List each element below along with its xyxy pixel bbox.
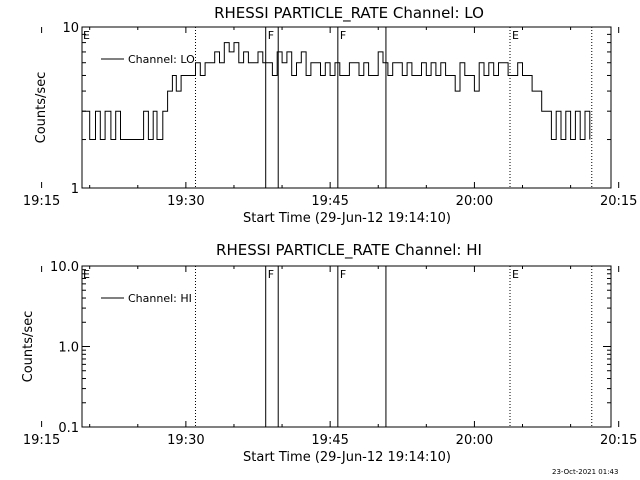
x-tick-label: 19:15 [23,194,60,209]
panel-1: RHESSI PARTICLE_RATE Channel: LO 19:15 19:… [23,4,638,226]
legend-label: Channel: HI [128,292,192,305]
x-tick-label: 19:45 [311,433,348,448]
corner-marker-label: E [83,29,90,42]
x-tick-label: 20:15 [600,433,637,448]
panel-2: RHESSI PARTICLE_RATE Channel: HI 19:15 19:… [21,241,637,465]
series-line [82,42,591,140]
x-tick-label: 19:15 [23,433,60,448]
chart-title: RHESSI PARTICLE_RATE Channel: LO [214,4,484,23]
marker-label: F [340,268,346,281]
corner-marker-label: E [83,268,90,281]
y-tick-label: 10.0 [50,260,79,275]
marker-label: E [512,29,519,42]
y-tick-label: 0.1 [58,421,79,436]
chart-title: RHESSI PARTICLE_RATE Channel: HI [216,241,482,260]
x-tick-label: 19:30 [167,194,204,209]
y-tick-label: 1 [71,182,79,197]
plot-frame [81,26,612,189]
y-axis-label: Counts/sec [21,311,36,383]
x-tick-label: 20:15 [600,194,637,209]
marker-label: F [268,268,274,281]
x-axis-label: Start Time (29-Jun-12 19:14:10) [243,211,451,226]
x-axis-label: Start Time (29-Jun-12 19:14:10) [243,450,451,465]
plot-frame [81,265,612,428]
y-tick-label: 1.0 [58,341,79,356]
legend-label: Channel: LO [128,53,195,66]
x-tick-label: 19:30 [167,433,204,448]
x-tick-label: 19:45 [311,194,348,209]
footer-timestamp: 23-Oct-2021 01:43 [552,468,619,476]
y-tick-label: 10 [62,21,79,36]
y-axis-label: Counts/sec [34,72,49,144]
marker-label: E [512,268,519,281]
x-tick-label: 20:00 [456,433,493,448]
marker-label: F [268,29,274,42]
marker-label: F [340,29,346,42]
x-tick-label: 20:00 [456,194,493,209]
